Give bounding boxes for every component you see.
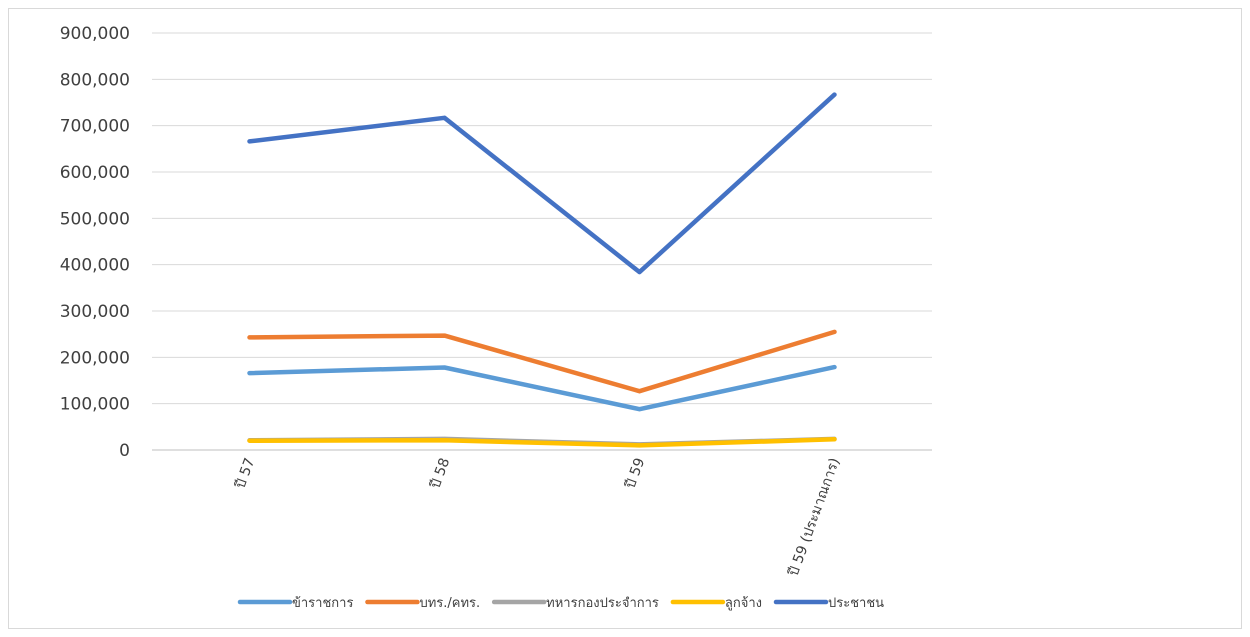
legend-label: ลูกจ้าง — [725, 596, 762, 611]
x-tick-label: ปี 59 (ประมาณการ) — [786, 456, 844, 579]
y-axis-ticks: 0 100,000 200,000 300,000 400,000 500,000 600,… — [60, 24, 130, 461]
y-tick-label: 0 — [119, 441, 130, 461]
legend-label: ทหารกองประจำการ — [546, 596, 659, 611]
gridlines — [152, 32, 932, 451]
y-tick-label: 100,000 — [60, 395, 130, 415]
y-tick-label: 500,000 — [60, 209, 130, 229]
legend-label: บทร./คทร. — [419, 596, 480, 611]
y-tick-label: 300,000 — [60, 302, 130, 322]
y-tick-label: 600,000 — [60, 163, 130, 183]
x-axis-ticks: ปี 57 ปี 58 ปี 59 ปี 59 (ประมาณการ) — [232, 456, 843, 579]
series-line — [247, 92, 837, 275]
y-tick-label: 900,000 — [60, 24, 130, 44]
legend: ข้าราชการ บทร./คทร. ทหารกองประจำการ ลูกจ้าง… — [237, 596, 884, 611]
x-tick-label: ปี 57 — [232, 456, 258, 491]
x-tick-label: ปี 58 — [427, 456, 453, 491]
chart-frame — [8, 8, 1242, 629]
x-tick-label: ปี 59 — [622, 456, 648, 491]
series-line — [247, 329, 837, 394]
series-lines — [247, 92, 837, 448]
legend-label: ข้าราชการ — [292, 596, 353, 611]
y-tick-label: 200,000 — [60, 348, 130, 368]
y-tick-label: 800,000 — [60, 70, 130, 90]
legend-label: ประชาชน — [828, 596, 884, 611]
series-line — [247, 437, 837, 448]
y-tick-label: 400,000 — [60, 256, 130, 276]
y-tick-label: 700,000 — [60, 117, 130, 137]
series-line — [247, 364, 837, 412]
